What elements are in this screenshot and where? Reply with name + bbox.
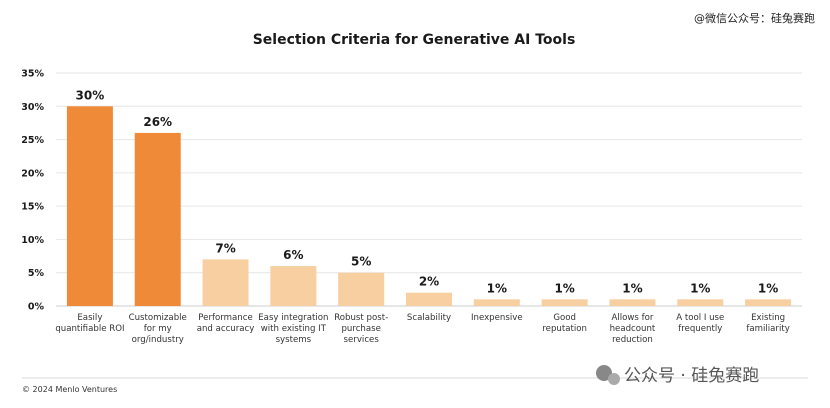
category-label: A tool I use [676,313,724,323]
chart-title: Selection Criteria for Generative AI Too… [253,32,576,48]
bar [406,292,452,306]
category-label: Customizable [129,313,187,323]
category-label: and accuracy [197,324,255,334]
category-label: Allows for [611,313,653,323]
y-tick-label: 35% [21,69,44,80]
category-label: Robust post- [334,313,388,323]
y-tick-label: 20% [21,168,44,179]
bar [745,299,792,306]
category-label: purchase [341,324,380,334]
data-label: 6% [283,248,303,262]
data-labels: 30% 26% 7% 6% 5% 2% 1% 1% 1% 1% 1% [76,88,779,295]
y-tick-label: 30% [21,102,44,113]
footer-credit: © 2024 Menlo Ventures [22,385,117,394]
category-label: Inexpensive [471,313,523,323]
category-label: reputation [542,324,587,334]
category-label: Easy integration [258,313,328,323]
wechat-icon [596,365,620,385]
data-label: 1% [758,281,778,295]
data-label: 5% [351,255,371,269]
y-tick-label: 10% [21,235,44,246]
category-label: Easily [77,313,102,323]
y-tick-label: 5% [28,268,45,279]
category-label: headcount [610,324,656,334]
bars [66,106,792,307]
data-label: 7% [215,241,235,255]
category-label: Good [553,313,576,323]
category-label: with existing IT [261,324,327,334]
y-axis: 0% 5% 10% 15% 20% 25% 30% 35% [21,69,44,313]
bar [473,299,520,306]
bar [202,259,249,306]
data-label: 1% [554,281,574,295]
category-label: familiarity [746,324,789,334]
data-label: 26% [143,115,172,129]
category-label: Scalability [407,313,451,323]
category-label: Existing [751,313,785,323]
bar [338,272,385,306]
category-label: Performance [198,313,252,323]
bar [541,299,588,306]
y-tick-label: 25% [21,135,44,146]
data-label: 1% [690,281,710,295]
y-tick-label: 0% [28,302,45,313]
data-label: 1% [487,281,507,295]
bar [134,132,181,306]
watermark-top: @微信公众号：硅兔赛跑 [694,11,815,25]
data-label: 1% [622,281,642,295]
category-label: systems [276,335,312,345]
category-label: org/industry [132,335,184,345]
category-label: for my [144,324,172,334]
bar [270,266,317,306]
data-label: 2% [419,275,439,289]
bar [677,299,724,306]
category-label: quantifiable ROI [55,324,124,334]
category-label: frequently [678,324,722,334]
bar [66,106,113,307]
category-label: services [344,335,380,345]
watermark-bottom: 公众号 · 硅兔赛跑 [624,365,759,386]
data-label: 30% [76,88,105,102]
category-label: reduction [612,335,653,345]
y-tick-label: 15% [21,202,44,213]
bar [609,299,656,306]
